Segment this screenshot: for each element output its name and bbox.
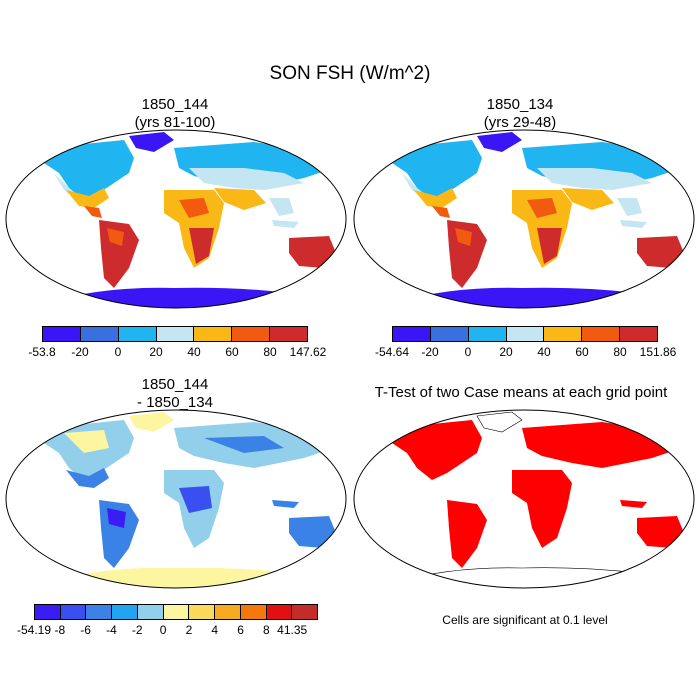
colorbar-tick-label: 60	[575, 345, 589, 359]
colorbar-segment	[506, 327, 545, 341]
colorbar-tick-label: 0	[464, 345, 472, 359]
map-difference	[5, 409, 347, 589]
colorbar-tick-label: 41.35	[277, 623, 308, 637]
colorbar-tick-label: 2	[185, 623, 193, 637]
colorbar-tick-label: 20	[499, 345, 513, 359]
colorbar-segment	[156, 327, 195, 341]
colorbar-tick-label: 60	[225, 345, 239, 359]
colorbar-tick-label: 151.86	[639, 345, 677, 359]
significance-note: Cells are significant at 0.1 level	[442, 613, 608, 627]
colorbar-tick-label: 8	[263, 623, 270, 637]
colorbar-tick-label: -20	[421, 345, 439, 359]
colorbar-tick-label: 0	[159, 623, 167, 637]
map-case1	[5, 129, 347, 309]
colorbar-segment	[35, 605, 61, 619]
colorbar-segment	[430, 327, 469, 341]
colorbar-segment	[468, 327, 507, 341]
colorbar-tick-label: -53.8	[28, 345, 56, 359]
colorbar-segment	[189, 605, 216, 619]
colorbar-tick-label: 0	[114, 345, 122, 359]
colorbar-tick-label: 4	[211, 623, 219, 637]
colorbar-tick-label: 80	[263, 345, 277, 359]
map-ttest	[353, 409, 695, 589]
colorbar-tick-label: 6	[237, 623, 244, 637]
colorbar-tick-label: -6	[80, 623, 91, 637]
colorbar-segment	[194, 327, 233, 341]
colorbar-segment	[393, 327, 431, 341]
colorbar-segment	[582, 327, 621, 341]
panel-title-case2: 1850_134 (yrs 29-48)	[483, 96, 557, 131]
colorbar-tick-label: 40	[537, 345, 551, 359]
colorbar-case2	[392, 326, 658, 342]
colorbar-tick-label: 80	[613, 345, 627, 359]
colorbar-tick-label: -54.19	[16, 623, 52, 637]
colorbar-segment	[43, 327, 81, 341]
colorbar-tick-label: 20	[149, 345, 163, 359]
colorbar-segment	[544, 327, 583, 341]
colorbar-segment	[620, 327, 658, 341]
panel-title-difference: 1850_144 - 1850_134	[137, 376, 213, 411]
colorbar-tick-label: -4	[106, 623, 117, 637]
colorbar-segment	[112, 605, 138, 619]
colorbar-tick-label: -54.64	[374, 345, 410, 359]
colorbar-segment	[270, 327, 308, 341]
colorbar-difference	[34, 604, 318, 620]
colorbar-tick-label: -20	[71, 345, 89, 359]
colorbar-segment	[240, 605, 267, 619]
colorbar-tick-label: 147.62	[289, 345, 327, 359]
map-case2	[353, 129, 695, 309]
colorbar-segment	[163, 605, 190, 619]
colorbar-segment	[118, 327, 157, 341]
figure-title: SON FSH (W/m^2)	[269, 63, 431, 84]
colorbar-segment	[80, 327, 119, 341]
colorbar-segment	[137, 605, 164, 619]
colorbar-segment	[266, 605, 293, 619]
colorbar-tick-label: -2	[131, 623, 143, 637]
colorbar-segment	[60, 605, 87, 619]
panel-title-ttest: T-Test of two Case means at each grid po…	[374, 384, 668, 401]
colorbar-case1	[42, 326, 308, 342]
colorbar-segment	[215, 605, 241, 619]
colorbar-segment	[292, 605, 318, 619]
colorbar-tick-label: -8	[54, 623, 66, 637]
colorbar-tick-label: 40	[187, 345, 201, 359]
colorbar-segment	[232, 327, 271, 341]
colorbar-segment	[86, 605, 113, 619]
panel-title-case1: 1850_144 (yrs 81-100)	[134, 96, 216, 131]
